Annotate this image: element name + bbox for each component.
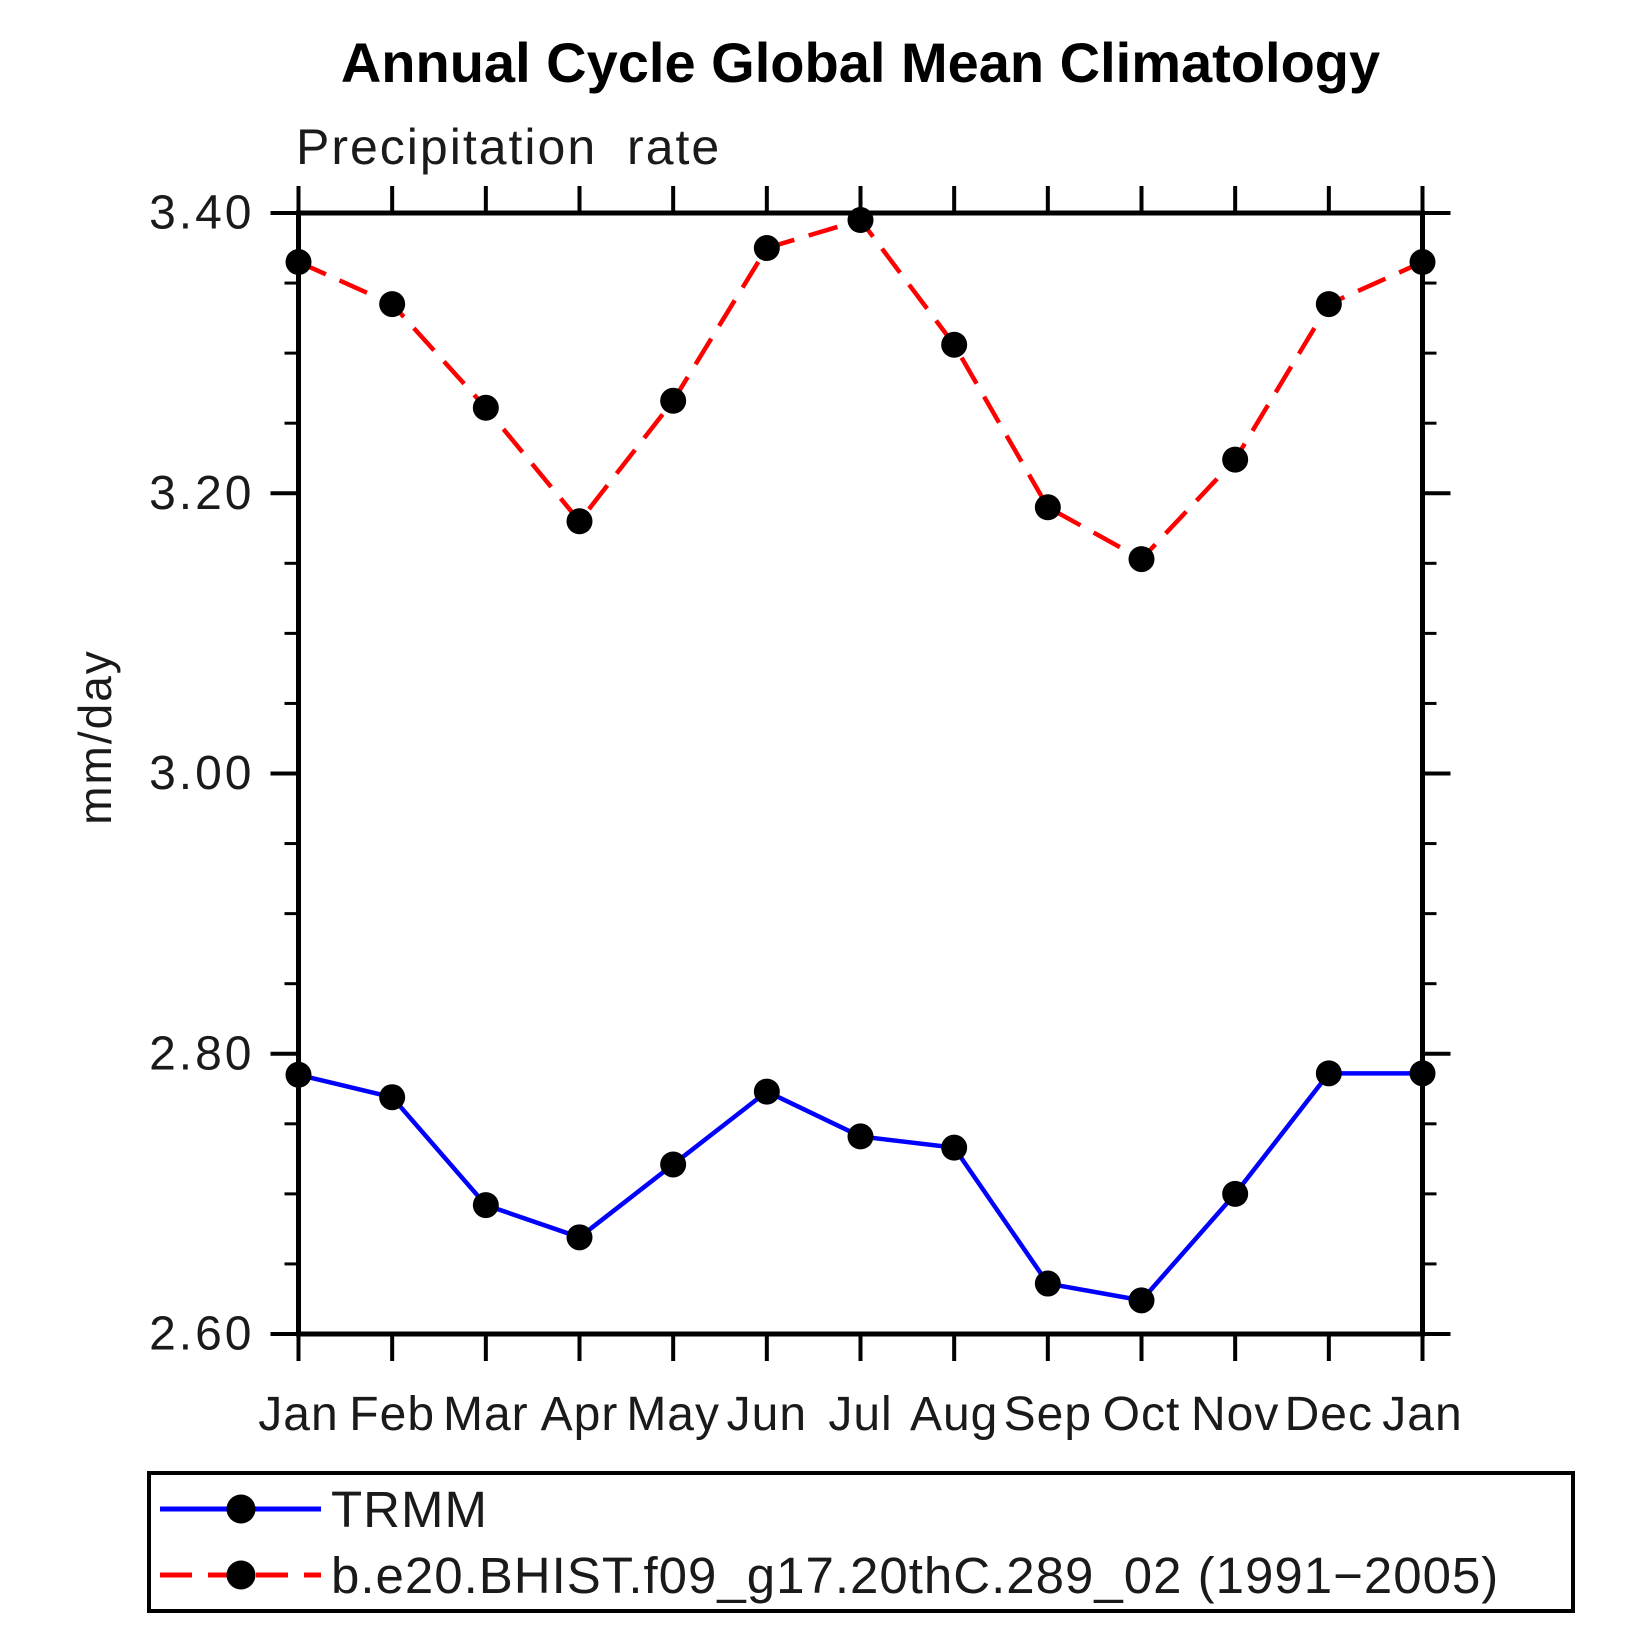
x-tick-label: May [626, 1388, 720, 1441]
data-point-model [566, 508, 593, 535]
legend-box: TRMM b.e20.BHIST.f09_g17.20thC.289_02 (1… [147, 1471, 1575, 1613]
y-tick-label: 3.40 [149, 187, 254, 240]
data-point-trmm [285, 1061, 312, 1088]
data-point-model [1222, 446, 1249, 473]
x-tick-label: Aug [910, 1388, 998, 1441]
data-point-trmm [1222, 1180, 1249, 1207]
legend-label-trmm: TRMM [331, 1480, 488, 1538]
y-tick-label: 3.00 [149, 747, 254, 800]
x-tick-label: Feb [349, 1388, 435, 1441]
data-point-trmm [1409, 1060, 1436, 1087]
y-tick-label: 2.60 [149, 1308, 254, 1361]
legend-item-model: b.e20.BHIST.f09_g17.20thC.289_02 (1991−2… [155, 1546, 1500, 1604]
data-point-trmm [1128, 1287, 1155, 1314]
x-tick-label: Sep [1004, 1388, 1092, 1441]
x-tick-label: Mar [443, 1388, 529, 1441]
data-point-model [753, 235, 780, 262]
legend-item-trmm: TRMM [155, 1480, 488, 1538]
x-tick-label: Nov [1191, 1388, 1279, 1441]
plot-frame [296, 210, 1425, 1337]
y-tick-label: 3.20 [149, 467, 254, 520]
series-line-trmm [297, 1071, 1423, 1303]
chart-title: Annual Cycle Global Mean Climatology [340, 31, 1381, 94]
data-point-trmm [941, 1134, 968, 1161]
data-point-model [472, 394, 499, 421]
data-point-trmm [472, 1192, 499, 1219]
data-point-model [941, 331, 968, 358]
data-point-trmm [660, 1151, 687, 1178]
x-tick-label: Apr [541, 1388, 619, 1441]
x-tick-label: Jul [828, 1388, 892, 1441]
x-tick-label: Dec [1285, 1388, 1373, 1441]
data-point-model [1409, 249, 1436, 276]
data-point-trmm [1315, 1060, 1342, 1087]
x-tick-label: Jan [1382, 1388, 1462, 1441]
chart-subtitle: Precipitation rate [296, 119, 722, 175]
data-point-model [847, 207, 874, 234]
data-point-model [285, 249, 312, 276]
data-point-trmm [753, 1078, 780, 1105]
legend-line-sample-model [160, 1560, 321, 1590]
data-point-trmm [1034, 1270, 1061, 1297]
x-tick-label: Jun [727, 1388, 807, 1441]
data-point-model [379, 291, 406, 318]
legend-label-model: b.e20.BHIST.f09_g17.20thC.289_02 (1991−2… [331, 1546, 1500, 1604]
y-tick-label: 2.80 [149, 1027, 254, 1080]
x-tick-label: Jan [258, 1388, 338, 1441]
legend-line-sample-trmm [160, 1494, 321, 1524]
series-line-model [297, 217, 1424, 562]
data-point-trmm [379, 1084, 406, 1111]
data-point-trmm [847, 1123, 874, 1150]
data-point-model [1034, 494, 1061, 521]
data-point-trmm [566, 1224, 593, 1251]
data-point-model [1128, 546, 1155, 573]
x-tick-label: Oct [1103, 1388, 1181, 1441]
data-point-model [1315, 291, 1342, 318]
data-point-model [660, 387, 687, 414]
